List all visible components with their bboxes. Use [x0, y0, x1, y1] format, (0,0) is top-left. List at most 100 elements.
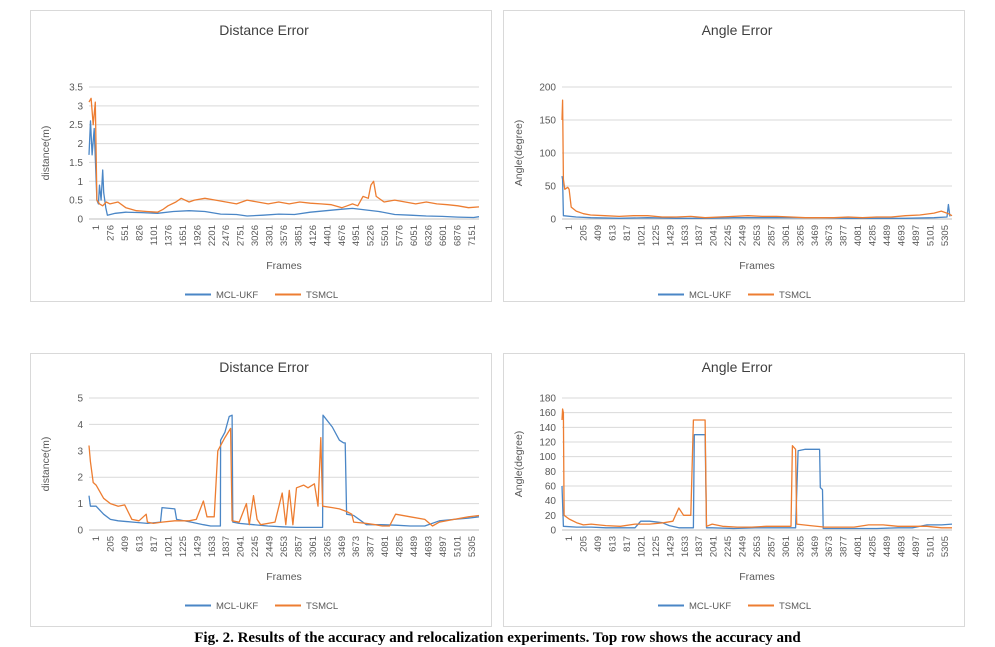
x-tick-label: 2857 — [293, 536, 304, 557]
x-tick-label: 2245 — [723, 536, 734, 557]
x-tick-label: 409 — [593, 225, 604, 241]
x-tick-label: 1 — [564, 536, 575, 541]
y-axis-label: Angle(degree) — [513, 431, 525, 498]
x-tick-label: 1429 — [665, 536, 676, 557]
x-tick-label: 1225 — [651, 536, 662, 557]
x-tick-label: 1225 — [178, 536, 189, 557]
x-tick-label: 3877 — [839, 536, 850, 557]
x-tick-label: 4081 — [853, 536, 864, 557]
x-tick-label: 4285 — [868, 536, 879, 557]
x-tick-label: 5101 — [452, 536, 463, 557]
x-tick-label: 6876 — [452, 225, 463, 246]
x-tick-label: 2751 — [236, 225, 247, 246]
series-line-mcl-ukf — [561, 175, 951, 219]
x-tick-label: 1651 — [178, 225, 189, 246]
x-tick-label: 409 — [120, 536, 131, 552]
y-tick-label: 100 — [539, 149, 556, 160]
y-tick-label: 1.5 — [69, 158, 83, 169]
legend-label-tsmcl: TSMCL — [779, 601, 811, 612]
series-line-mcl-ukf — [88, 120, 480, 219]
y-axis-label: distance(m) — [40, 126, 52, 181]
x-tick-label: 3673 — [351, 536, 362, 557]
x-tick-label: 2245 — [723, 225, 734, 246]
x-axis-label: Frames — [739, 571, 775, 583]
y-tick-label: 0.5 — [69, 196, 83, 207]
x-axis-label: Frames — [266, 571, 302, 583]
x-tick-label: 4081 — [853, 225, 864, 246]
x-tick-label: 1837 — [221, 536, 232, 557]
x-tick-label: 5101 — [925, 225, 936, 246]
x-tick-label: 3851 — [293, 225, 304, 246]
y-tick-label: 2 — [77, 473, 83, 484]
y-tick-label: 100 — [539, 452, 556, 463]
x-tick-label: 5101 — [925, 536, 936, 557]
x-tick-label: 2041 — [709, 536, 720, 557]
x-tick-label: 1021 — [636, 536, 647, 557]
x-tick-label: 3061 — [308, 536, 319, 557]
x-tick-label: 2245 — [250, 536, 261, 557]
x-axis-label: Frames — [739, 260, 775, 272]
legend-label-mcl-ukf: MCL-UKF — [689, 290, 731, 301]
legend-label-tsmcl: TSMCL — [306, 601, 338, 612]
x-tick-label: 5501 — [380, 225, 391, 246]
x-tick-label: 1101 — [149, 225, 160, 245]
x-tick-label: 4126 — [308, 225, 319, 246]
x-tick-label: 1429 — [192, 536, 203, 557]
chart-panel-distance-error-bottom: Distance Error 0 1 2 3 4 5 1 205 409 613 817 1021 122… — [30, 353, 492, 627]
x-tick-label: 4897 — [438, 536, 449, 557]
x-tick-label: 3469 — [810, 536, 821, 557]
y-tick-label: 40 — [545, 496, 557, 507]
x-tick-label: 2449 — [738, 225, 749, 246]
x-tick-label: 1225 — [651, 225, 662, 246]
x-tick-label: 409 — [593, 536, 604, 552]
x-tick-label: 4489 — [882, 536, 893, 557]
y-tick-label: 1 — [77, 177, 83, 188]
x-tick-label: 2041 — [236, 536, 247, 557]
x-tick-label: 205 — [106, 536, 117, 552]
series-line-tsmcl — [88, 427, 480, 527]
x-tick-label: 3576 — [279, 225, 290, 246]
x-tick-label: 2041 — [709, 225, 720, 246]
chart-title: Distance Error — [219, 359, 309, 375]
series-line-tsmcl — [88, 97, 480, 213]
chart-title: Angle Error — [702, 22, 773, 38]
y-tick-label: 180 — [539, 394, 556, 405]
x-tick-label: 1429 — [665, 225, 676, 246]
x-tick-label: 2449 — [265, 536, 276, 557]
x-tick-label: 3469 — [337, 536, 348, 557]
x-tick-label: 6051 — [409, 225, 420, 246]
x-tick-label: 613 — [135, 536, 146, 552]
y-tick-label: 5 — [77, 394, 83, 405]
y-tick-label: 160 — [539, 408, 556, 419]
y-tick-label: 3 — [77, 446, 83, 457]
y-tick-label: 2.5 — [69, 120, 83, 131]
y-axis-label: Angle(degree) — [513, 120, 525, 187]
x-tick-label: 4897 — [911, 536, 922, 557]
x-tick-label: 1 — [564, 225, 575, 230]
x-tick-label: 2476 — [221, 225, 232, 246]
y-tick-label: 1 — [77, 499, 83, 510]
y-tick-label: 50 — [545, 182, 557, 193]
legend-label-mcl-ukf: MCL-UKF — [689, 601, 731, 612]
x-tick-label: 3026 — [250, 225, 261, 246]
x-tick-label: 205 — [579, 225, 590, 241]
y-tick-label: 120 — [539, 438, 556, 449]
x-tick-label: 3061 — [781, 225, 792, 246]
y-tick-label: 140 — [539, 423, 556, 434]
chart-panel-angle-error-bottom: Angle Error 0 20 40 60 80 100 120 140 160 180 1 205 4… — [503, 353, 965, 627]
x-tick-label: 5305 — [940, 225, 951, 246]
x-tick-label: 3877 — [839, 225, 850, 246]
x-tick-label: 7151 — [467, 225, 478, 246]
legend-label-mcl-ukf: MCL-UKF — [216, 290, 258, 301]
x-tick-label: 3265 — [795, 225, 806, 246]
chart-distance-error-bottom: Distance Error 0 1 2 3 4 5 1 205 409 613 817 1021 122… — [40, 359, 480, 612]
x-tick-label: 2857 — [766, 536, 777, 557]
x-tick-label: 2653 — [279, 536, 290, 557]
x-tick-label: 3265 — [322, 536, 333, 557]
y-tick-label: 2 — [77, 139, 83, 150]
x-tick-label: 3301 — [265, 225, 276, 246]
y-tick-label: 0 — [550, 215, 556, 226]
x-tick-label: 205 — [579, 536, 590, 552]
x-tick-label: 1926 — [192, 225, 203, 246]
